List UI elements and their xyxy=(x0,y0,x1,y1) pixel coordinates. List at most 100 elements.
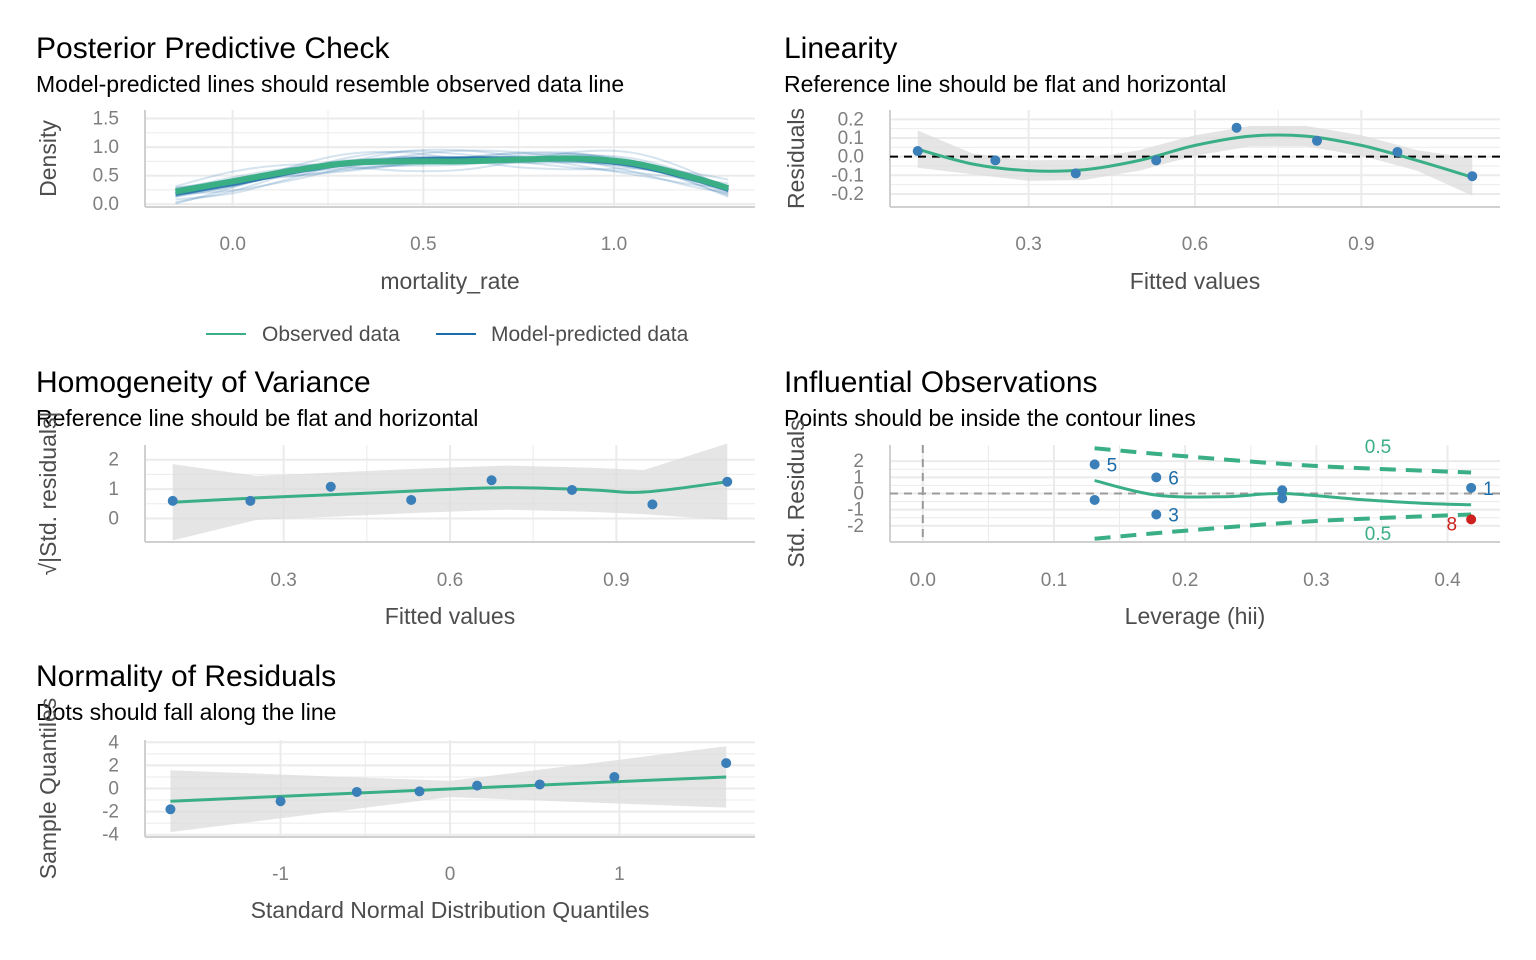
data-point xyxy=(567,484,577,495)
legend: Observed data Model-predicted data xyxy=(206,323,689,346)
panel-title: Posterior Predictive Check xyxy=(36,32,390,65)
point-label: 8 xyxy=(1447,514,1458,535)
data-point xyxy=(486,475,497,486)
y-tick-label: 0 xyxy=(108,508,119,529)
influential-panel: Influential Observations Points should be… xyxy=(783,366,1500,629)
y-tick-label: 0.1 xyxy=(838,128,864,149)
data-point xyxy=(1089,494,1100,505)
panel-subtitle: Reference line should be flat and horizo… xyxy=(36,405,478,431)
normality-panel: Normality of Residuals Dots should fall a… xyxy=(35,660,755,923)
data-point xyxy=(1277,493,1288,504)
y-tick-label: 2 xyxy=(108,755,119,776)
panel-subtitle: Dots should fall along the line xyxy=(36,699,336,725)
x-axis-label: Fitted values xyxy=(385,603,515,629)
confidence-band xyxy=(917,125,1473,196)
y-axis-label: Sample Quantiles xyxy=(35,698,61,880)
data-point xyxy=(990,155,1001,166)
data-point xyxy=(1151,472,1162,483)
data-point xyxy=(406,494,417,505)
point-label: 3 xyxy=(1168,506,1179,527)
y-tick-label: 0 xyxy=(108,779,119,800)
x-tick-label: 0.0 xyxy=(219,234,245,255)
panel-subtitle: Reference line should be flat and horizo… xyxy=(784,71,1226,97)
data-point xyxy=(245,495,256,506)
x-axis-label: Leverage (hii) xyxy=(1125,603,1266,629)
data-point xyxy=(722,476,733,487)
y-tick-label: -0.1 xyxy=(831,165,864,186)
y-tick-label: -4 xyxy=(102,825,119,846)
smooth-line xyxy=(172,480,728,504)
data-point xyxy=(912,146,923,157)
y-tick-label: 0.0 xyxy=(93,194,119,215)
point-label: 6 xyxy=(1168,468,1179,489)
x-tick-label: 0.4 xyxy=(1434,570,1461,591)
data-point xyxy=(275,796,286,807)
contour-label: 0.5 xyxy=(1365,437,1391,458)
y-tick-label: 1.5 xyxy=(93,109,119,130)
panel-subtitle: Model-predicted lines should resemble ob… xyxy=(36,71,624,97)
x-tick-label: 0.9 xyxy=(603,570,629,591)
panel-title: Homogeneity of Variance xyxy=(36,366,371,399)
x-tick-label: 0.2 xyxy=(1172,570,1198,591)
y-axis-label: √|Std. residuals| xyxy=(35,412,61,576)
data-point xyxy=(647,499,658,510)
y-tick-label: 2 xyxy=(108,450,119,471)
y-tick-label: -0.2 xyxy=(831,184,864,205)
y-tick-label: -2 xyxy=(102,802,119,823)
data-point xyxy=(1151,509,1162,520)
x-tick-label: 1.0 xyxy=(601,234,627,255)
x-tick-label: 0.5 xyxy=(410,234,436,255)
data-point xyxy=(534,779,545,790)
x-tick-label: 0.3 xyxy=(270,570,296,591)
panel-title: Normality of Residuals xyxy=(36,660,336,693)
panel-subtitle: Points should be inside the contour line… xyxy=(784,405,1196,431)
x-tick-label: 0.9 xyxy=(1348,234,1374,255)
x-tick-label: 0.1 xyxy=(1041,570,1067,591)
y-tick-label: 0.0 xyxy=(838,147,864,168)
model-predicted-line xyxy=(175,150,729,204)
data-point xyxy=(1231,122,1242,133)
data-point xyxy=(1089,459,1100,470)
y-tick-label: 0 xyxy=(853,484,864,505)
data-point xyxy=(414,786,425,797)
y-tick-label: 4 xyxy=(108,732,119,753)
point-label: 1 xyxy=(1483,479,1494,500)
data-point xyxy=(1312,135,1322,146)
confidence-band xyxy=(172,443,728,541)
linearity-panel: Linearity Reference line should be flat a… xyxy=(783,32,1500,294)
x-axis-label: mortality_rate xyxy=(380,268,519,294)
y-tick-label: 0.2 xyxy=(838,109,864,130)
data-point xyxy=(325,481,336,492)
x-tick-label: 0.6 xyxy=(437,570,463,591)
x-axis-label: Fitted values xyxy=(1130,268,1260,294)
observed-data-line xyxy=(174,155,730,195)
x-tick-label: 0 xyxy=(445,864,456,885)
point-label: 5 xyxy=(1107,455,1118,476)
ppc-panel: Posterior Predictive Check Model-predicte… xyxy=(35,32,755,346)
contour-label: 0.5 xyxy=(1365,524,1391,545)
x-tick-label: 0.3 xyxy=(1015,234,1041,255)
y-tick-label: 1 xyxy=(853,467,864,488)
data-point xyxy=(165,804,176,815)
smooth-line xyxy=(917,133,1473,179)
y-axis-label: Residuals xyxy=(783,108,809,209)
cooks-distance-contour xyxy=(1094,512,1472,541)
data-point xyxy=(1070,168,1081,179)
model-predicted-line xyxy=(175,148,729,201)
y-tick-label: 0.5 xyxy=(93,166,119,187)
x-tick-label: 0.6 xyxy=(1182,234,1208,255)
data-point xyxy=(472,780,483,791)
panel-title: Linearity xyxy=(784,32,897,65)
data-point xyxy=(1466,482,1477,493)
y-tick-label: -1 xyxy=(847,500,864,521)
y-axis-label: Density xyxy=(35,120,61,197)
data-point xyxy=(1392,146,1403,157)
y-tick-label: 2 xyxy=(853,451,864,472)
legend-label-model: Model-predicted data xyxy=(491,323,689,346)
influential-point xyxy=(1466,514,1477,525)
x-tick-label: 1 xyxy=(614,864,625,885)
cooks-distance-contour xyxy=(1094,446,1472,475)
y-tick-label: -2 xyxy=(847,516,864,537)
data-point xyxy=(167,495,178,506)
